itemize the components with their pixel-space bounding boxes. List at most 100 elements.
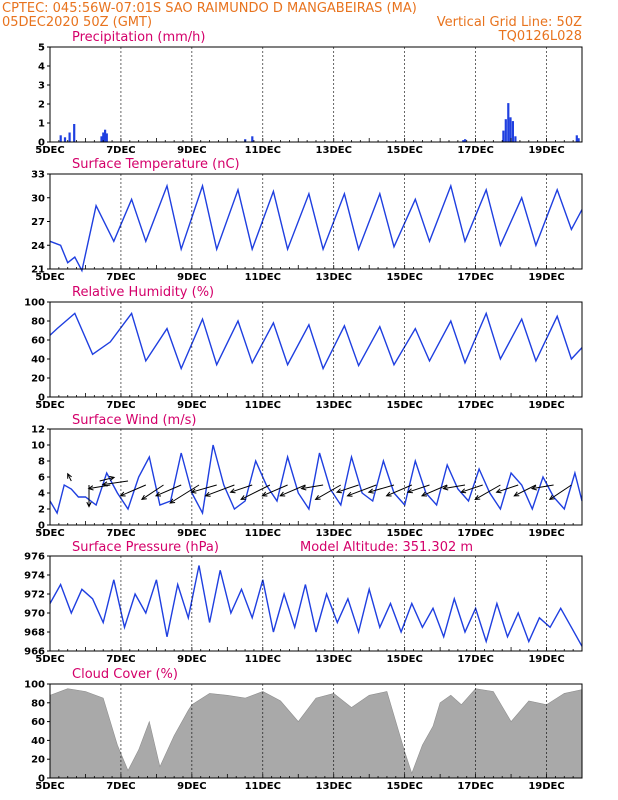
wind-vector-shaft <box>230 484 253 493</box>
temperature-panel: Surface Temperature (nC) 21 24 27 30 33 5DEC 7… <box>31 157 583 283</box>
wind-vector-head <box>119 491 126 497</box>
header-grid-line: Vertical Grid Line: 50Z <box>437 15 582 30</box>
y-tick-label: 966 <box>24 647 45 658</box>
x-tick-label: 7DEC <box>106 781 135 792</box>
temp-series-line <box>49 183 583 273</box>
model-altitude: Model Altitude: 351.302 m <box>300 540 473 555</box>
x-tick-label: 17DEC <box>457 400 493 411</box>
wind-vector <box>67 472 72 482</box>
wind-vector-shaft <box>336 484 359 493</box>
wind-vector-shaft <box>262 484 288 497</box>
wind-vector <box>513 484 537 497</box>
x-tick-label: 5DEC <box>35 400 64 411</box>
wind-vector-head <box>548 494 555 501</box>
wind-vector <box>385 484 412 497</box>
y-tick-label: 4 <box>38 62 45 73</box>
rh-series-line <box>49 311 583 371</box>
wind-vector <box>442 484 466 491</box>
wind-vector-shaft <box>191 484 217 493</box>
wind-vector-shaft <box>315 484 342 500</box>
wind-vector-head <box>314 495 321 500</box>
wind-vector-shaft <box>169 484 200 504</box>
precipitation-title: Precipitation (mm/h) <box>72 30 205 45</box>
x-tick-label: 7DEC <box>106 528 135 539</box>
x-tick-label: 13DEC <box>316 654 352 665</box>
y-tick-label: 24 <box>31 241 45 252</box>
y-tick-label: 60 <box>31 336 45 347</box>
wind-vector <box>495 484 519 494</box>
cloud-cover-area <box>49 688 583 779</box>
x-tick-label: 13DEC <box>316 145 352 156</box>
wind-vector-shaft <box>280 484 306 497</box>
x-tick-label: 13DEC <box>316 272 352 283</box>
precip-bar <box>509 117 512 142</box>
wind-vector <box>314 484 342 500</box>
y-tick-label: 0 <box>38 774 45 785</box>
wind-vector-shaft <box>549 484 572 500</box>
x-tick-label: 5DEC <box>35 654 64 665</box>
wind-vector-head <box>87 485 94 491</box>
wind-vector-head <box>367 488 374 494</box>
x-tick-label: 15DEC <box>386 781 422 792</box>
y-tick-label: 20 <box>31 374 45 385</box>
x-tick-label: 11DEC <box>245 781 281 792</box>
wind-vector-head <box>240 495 247 500</box>
y-tick-label: 972 <box>24 590 45 601</box>
wind-vector-shaft <box>141 484 164 500</box>
x-tick-label: 19DEC <box>528 654 564 665</box>
wind-vector-head <box>109 475 116 481</box>
precip-bar <box>577 138 580 142</box>
wind-vector-head <box>460 488 467 494</box>
wind-vector-shaft <box>240 484 271 500</box>
wind-vector-shaft <box>155 484 182 497</box>
y-tick-label: 12 <box>31 425 45 436</box>
wind-vector-shaft <box>120 484 146 497</box>
y-tick-label: 970 <box>24 609 45 620</box>
y-tick-label: 100 <box>24 298 45 309</box>
wind-vector-shaft <box>474 484 501 500</box>
wind-vector <box>101 480 129 487</box>
y-tick-label: 2 <box>38 100 45 111</box>
x-tick-label: 13DEC <box>316 781 352 792</box>
cloud-title: Cloud Cover (%) <box>72 667 178 682</box>
x-tick-label: 15DEC <box>386 654 422 665</box>
y-tick-label: 33 <box>31 170 45 181</box>
precip-bar <box>502 130 505 142</box>
precip-bar <box>507 103 510 142</box>
y-tick-label: 30 <box>31 193 45 204</box>
x-tick-label: 15DEC <box>386 528 422 539</box>
y-tick-label: 80 <box>31 698 45 709</box>
y-tick-label: 0 <box>38 138 45 149</box>
precip-bar <box>514 136 517 142</box>
header-model: TQ0126L028 <box>498 29 582 44</box>
precip-bar <box>59 135 62 142</box>
x-tick-label: 11DEC <box>245 272 281 283</box>
wind-title: Surface Wind (m/s) <box>72 413 196 428</box>
wind-vector-shaft <box>368 484 395 493</box>
x-tick-label: 19DEC <box>528 272 564 283</box>
wind-vector <box>474 484 501 500</box>
wind-vector-shaft <box>301 484 324 490</box>
humidity-title: Relative Humidity (%) <box>72 285 214 300</box>
wind-vector <box>99 475 116 482</box>
precip-bar <box>104 129 107 142</box>
precip-bar <box>504 119 507 142</box>
x-tick-label: 11DEC <box>245 145 281 156</box>
x-tick-label: 17DEC <box>457 654 493 665</box>
y-tick-label: 976 <box>24 552 45 563</box>
x-tick-label: 19DEC <box>528 145 564 156</box>
wind-vector-head <box>67 472 72 479</box>
x-tick-label: 13DEC <box>316 528 352 539</box>
wind-vector <box>279 484 306 497</box>
wind-vector-head <box>190 488 197 494</box>
temperature-title: Surface Temperature (nC) <box>72 157 240 172</box>
precipitation-panel: Precipitation (mm/h) 0 1 2 3 4 5 5DEC 7DEC 9DEC 1… <box>35 30 583 156</box>
wind-vector-head <box>406 488 413 494</box>
y-tick-label: 8 <box>38 457 45 468</box>
wind-vector-shaft <box>407 484 430 493</box>
x-tick-label: 15DEC <box>386 272 422 283</box>
x-tick-label: 5DEC <box>35 145 64 156</box>
wind-vector-head <box>495 488 502 494</box>
x-tick-label: 7DEC <box>106 654 135 665</box>
x-tick-label: 5DEC <box>35 781 64 792</box>
